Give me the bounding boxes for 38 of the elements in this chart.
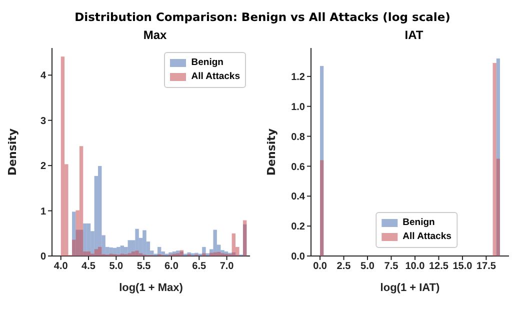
y-tick-label: 0.4 [291,192,306,203]
x-tick-label: 5.0 [109,261,124,272]
y-axis-title: Density [6,128,19,176]
x-tick-label: 10.0 [405,261,426,272]
x-axis-title: log(1 + IAT) [380,282,440,294]
x-tick-label: 5.5 [136,261,152,272]
y-tick-label: 1 [40,206,46,218]
x-tick-label: 6.0 [164,261,179,272]
y-tick-label: 1.2 [291,72,306,83]
x-tick-label: 5.0 [360,261,375,272]
x-tick-label: 17.5 [476,261,496,272]
y-tick-label: 0.8 [291,132,306,143]
x-tick-label: 4.0 [54,261,68,272]
x-tick-label: 7.5 [384,261,399,272]
x-tick-label: 2.5 [336,261,352,272]
x-tick-label: 15.0 [452,261,473,272]
legend-label: All Attacks [402,230,452,244]
y-tick-label: 1.0 [291,102,306,113]
text: Distribution Comparison: Benign vs All Attacks (log scale) [74,9,452,26]
x-tick-label: 0.0 [313,261,328,272]
y-tick-label: 4 [40,70,46,82]
y-tick-label: 0.2 [291,222,306,233]
y-tick-label: 0.6 [291,162,306,173]
chart-title: IAT [404,28,424,44]
x-tick-label: 4.5 [82,261,96,272]
y-tick-label: 0 [40,252,46,263]
legend-label: Benign [191,56,224,70]
y-axis-title: Density [264,128,278,176]
x-tick-label: 7.0 [220,261,234,272]
y-tick-label: 3 [40,116,46,127]
chart-title: Max [142,28,168,44]
x-tick-label: 12.5 [428,261,449,272]
x-tick-label: 6.5 [192,261,207,272]
legend-label: Benign [402,216,435,230]
x-axis-title: log(1 + Max) [119,282,184,294]
y-tick-label: 2 [40,161,46,172]
legend-label: All Attacks [191,70,240,84]
y-tick-label: 0.0 [291,252,306,263]
